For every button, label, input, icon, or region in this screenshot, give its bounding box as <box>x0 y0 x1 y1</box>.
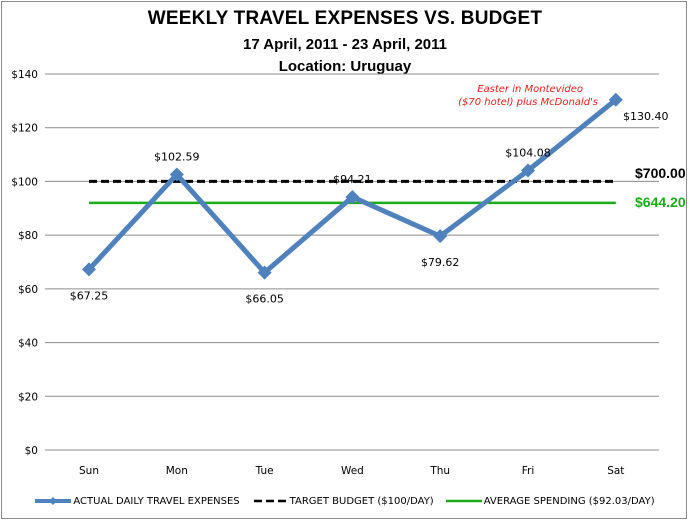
x-axis-ticks: Sun Mon Tue Wed Thu Fri Sat <box>79 465 624 477</box>
actual-expenses-line <box>87 97 618 277</box>
data-label: $66.05 <box>245 293 284 306</box>
data-label: $94.21 <box>333 173 372 186</box>
actual-total-label: $644.20 <box>635 194 686 210</box>
y-tick-label: $120 <box>11 123 38 135</box>
data-point-marker[interactable] <box>608 92 623 107</box>
legend-item-average[interactable]: AVERAGE SPENDING ($92.03/DAY) <box>445 495 655 507</box>
y-tick-label: $100 <box>11 176 38 188</box>
series-lines <box>82 92 623 280</box>
y-tick-label: $20 <box>18 391 38 403</box>
data-label: $130.40 <box>623 110 669 123</box>
data-point-marker[interactable] <box>257 265 272 280</box>
x-tick-label: Tue <box>255 465 274 477</box>
y-tick-label: $60 <box>18 284 38 296</box>
data-label: $104.08 <box>505 146 551 159</box>
legend-label-average: AVERAGE SPENDING ($92.03/DAY) <box>483 495 655 507</box>
data-label: $79.62 <box>421 256 460 269</box>
legend-item-target[interactable]: TARGET BUDGET ($100/DAY) <box>252 496 434 507</box>
x-tick-label: Wed <box>341 465 364 477</box>
gridlines <box>45 73 659 451</box>
legend-swatch-target-icon <box>252 496 288 506</box>
x-tick-label: Mon <box>166 465 188 477</box>
budget-total-label: $700.00 <box>635 165 686 181</box>
y-tick-label: $80 <box>18 230 38 242</box>
chart-location: Location: Uruguay <box>278 58 412 75</box>
data-point-marker[interactable] <box>345 189 360 204</box>
data-point-marker[interactable] <box>169 167 184 182</box>
x-tick-label: Fri <box>522 465 535 477</box>
x-tick-label: Sun <box>79 465 99 477</box>
data-point-marker[interactable] <box>521 163 535 178</box>
legend-swatch-actual-icon <box>35 496 72 506</box>
data-point-marker[interactable] <box>433 229 448 244</box>
x-tick-label: Thu <box>429 465 450 477</box>
annotation-line-2: ($70 hotel) plus McDonald's <box>458 97 598 108</box>
legend-swatch-average-icon <box>445 496 482 506</box>
legend: ACTUAL DAILY TRAVEL EXPENSES TARGET BUDG… <box>0 493 690 509</box>
data-label: $102.59 <box>154 150 200 163</box>
y-tick-label: $40 <box>18 338 38 350</box>
annotation-line-1: Easter in Montevideo <box>477 84 583 95</box>
y-tick-label: $0 <box>25 445 38 457</box>
y-tick-label: $140 <box>11 69 38 81</box>
legend-label-target: TARGET BUDGET ($100/DAY) <box>289 495 434 507</box>
chart-title: WEEKLY TRAVEL EXPENSES VS. BUDGET <box>147 8 543 29</box>
chart-subtitle: 17 April, 2011 - 23 April, 2011 <box>242 36 447 53</box>
data-point-marker[interactable] <box>82 262 96 277</box>
data-label: $67.25 <box>70 289 109 302</box>
legend-label-actual: ACTUAL DAILY TRAVEL EXPENSES <box>73 495 240 507</box>
data-labels: $67.25 $102.59 $66.05 $94.21 $79.62 $104.08 $1… <box>70 110 669 306</box>
legend-item-actual[interactable]: ACTUAL DAILY TRAVEL EXPENSES <box>35 495 240 507</box>
y-axis-ticks: $0 $20 $40 $60 $80 $100 $120 $140 <box>11 69 38 457</box>
x-tick-label: Sat <box>607 465 624 477</box>
